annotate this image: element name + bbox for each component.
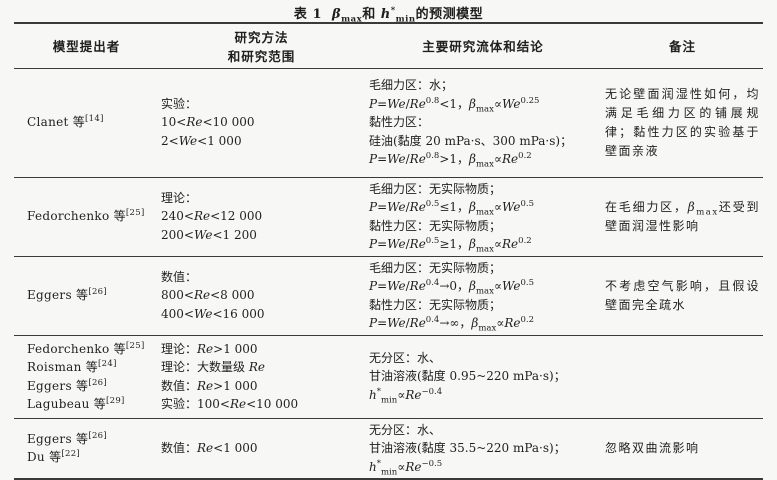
- proposer-cell: Eggers 等[26]: [14, 256, 159, 335]
- fluids-cell: 无分区：水、甘油溶液(黏度 35.5~220 mPa·s)； h*min∝Re−0…: [364, 418, 602, 479]
- column-header-fluids: 主要研究流体和结论: [364, 23, 602, 68]
- text-line: 和研究范围: [227, 48, 296, 64]
- text-line: 数值：Re>1 000: [161, 378, 258, 393]
- text-line: h*min∝Re−0.4: [369, 386, 443, 406]
- text-line: 模型提出者: [52, 39, 121, 55]
- text-line: 理论：大数量级 Re: [161, 360, 265, 374]
- text-line: Fedorchenko 等[25]: [27, 208, 145, 224]
- table-title: 表 1 βmax和 h*min的预测模型: [0, 3, 777, 25]
- text-line: 10<Re<10 000: [161, 115, 255, 130]
- text-line: 黏性力区：: [369, 115, 430, 130]
- text-line: Eggers 等[26]: [27, 377, 107, 393]
- text-line: 甘油溶液(黏度 0.95~220 mPa·s)；: [369, 369, 566, 384]
- text-line: Clanet 等[14]: [27, 114, 104, 130]
- column-header-method: 研究方法 和研究范围: [159, 23, 364, 68]
- text-line: 毛细力区：水；: [369, 78, 454, 93]
- fluids-cell: 毛细力区：水； P=We/Re0.8<1，βmax∝We0.25 黏性力区： 硅油(黏…: [364, 68, 602, 177]
- text-line: Eggers 等[26]: [27, 287, 107, 303]
- text-line: 毛细力区：无实际物质；: [369, 260, 502, 275]
- remarks-cell: 忽略双曲流影响: [605, 440, 700, 455]
- text-line: 800<Re<8 000: [161, 288, 255, 303]
- column-header-proposer: 模型提出者: [14, 23, 159, 68]
- text-line: Du 等[22]: [27, 449, 81, 465]
- text-line: 毛细力区：无实际物质；: [369, 181, 502, 196]
- table-row: Eggers 等[26] 数值： 800<Re<8 000 400<We<16 00…: [14, 256, 763, 335]
- text-line: 硅油(黏度 20 mPa·s、300 mPa·s)；: [369, 133, 573, 148]
- table-title-text: βmax和 h*min的预测模型: [332, 5, 484, 25]
- text-line: Eggers 等[26]: [27, 430, 107, 446]
- text-line: h*min∝Re−0.5: [369, 458, 443, 477]
- prediction-model-table: 模型提出者 研究方法和研究范围 主要研究流体和结论 备注 Clanet 等[14…: [14, 22, 763, 480]
- remarks-cell: 不考虑空气影响，且假设壁面完全疏水: [605, 278, 760, 312]
- text-line: 黏性力区：无实际物质；: [369, 297, 502, 312]
- text-line: Roisman 等[24]: [27, 359, 117, 374]
- method-cell: 理论：Re>1 000 理论：大数量级 Re 数值：Re>1 000 实验：100<R…: [159, 335, 364, 418]
- text-line: 备注: [668, 39, 696, 55]
- text-line: P=We/Re0.8>1，βmax∝Re0.2: [369, 151, 532, 170]
- text-line: 理论：Re>1 000: [161, 341, 258, 356]
- text-line: 无分区：水、: [369, 422, 442, 437]
- text-line: P=We/Re0.8<1，βmax∝We0.25: [369, 95, 540, 115]
- text-line: 实验：100<Re<10 000: [161, 397, 299, 411]
- proposer-cell: Eggers 等[26] Du 等[22]: [14, 418, 159, 479]
- text-line: 研究方法: [234, 29, 289, 45]
- text-line: 无分区：水、: [369, 350, 442, 365]
- method-cell: 实验： 10<Re<10 000 2<We<1 000: [159, 68, 364, 177]
- proposer-cell: Fedorchenko 等[25]: [14, 177, 159, 256]
- table-row: Fedorchenko 等[25] Roisman 等[24] Eggers 等[2…: [14, 335, 763, 418]
- text-line: 400<We<16 000: [161, 306, 265, 321]
- remarks-cell: 在毛细力区，βmax还受到壁面润湿性影响: [605, 199, 760, 233]
- table-row: Eggers 等[26] Du 等[22] 数值：Re<1 000 无分区：水、甘…: [14, 418, 763, 479]
- fluids-cell: 毛细力区：无实际物质； P=We/Re0.5≤1，βmax∝We0.5 黏性力区：无…: [364, 177, 602, 256]
- fluids-cell: 毛细力区：无实际物质； P=We/Re0.4→0，βmax∝We0.5 黏性力区：无…: [364, 256, 602, 335]
- method-cell: 数值： 800<Re<8 000 400<We<16 000: [159, 256, 364, 335]
- text-line: 黏性力区：无实际物质；: [369, 218, 502, 233]
- text-line: 240<Re<12 000: [161, 209, 263, 224]
- text-line: P=We/Re0.4→∞，βmax∝Re0.2: [369, 315, 535, 334]
- text-line: Fedorchenko 等[25]: [27, 340, 145, 356]
- text-line: 数值：Re<1 000: [161, 441, 258, 455]
- remarks-cell: [602, 335, 763, 418]
- table-row: Clanet 等[14] 实验： 10<Re<10 000 2<We<1 000 毛…: [14, 68, 763, 177]
- text-line: 主要研究流体和结论: [422, 39, 544, 55]
- text-line: P=We/Re0.5≥1，βmax∝Re0.2: [369, 236, 532, 255]
- method-cell: 理论： 240<Re<12 000 200<We<1 200: [159, 177, 364, 256]
- method-cell: 数值：Re<1 000: [159, 418, 364, 479]
- table-number: 表 1: [293, 7, 322, 22]
- text-line: Lagubeau 等[29]: [27, 396, 125, 411]
- proposer-cell: Fedorchenko 等[25] Roisman 等[24] Eggers 等[2…: [14, 335, 159, 418]
- header-row: 模型提出者 研究方法和研究范围 主要研究流体和结论 备注: [14, 23, 763, 68]
- text-line: 数值：: [161, 269, 198, 284]
- fluids-cell: 无分区：水、甘油溶液(黏度 0.95~220 mPa·s)； h*min∝Re−0…: [364, 335, 602, 418]
- text-line: 甘油溶液(黏度 35.5~220 mPa·s)；: [369, 441, 566, 455]
- text-line: P=We/Re0.4→0，βmax∝We0.5: [369, 278, 535, 297]
- column-header-remarks: 备注: [602, 23, 763, 68]
- table-row: Fedorchenko 等[25] 理论： 240<Re<12 000 200<We…: [14, 177, 763, 256]
- text-line: 2<We<1 000: [161, 133, 242, 148]
- text-line: 200<We<1 200: [161, 227, 257, 242]
- text-line: 理论：: [161, 190, 198, 205]
- text-line: P=We/Re0.5≤1，βmax∝We0.5: [369, 199, 535, 218]
- proposer-cell: Clanet 等[14]: [14, 68, 159, 177]
- text-line: 实验：: [161, 96, 198, 111]
- remarks-cell: 无论壁面润湿性如何，均满足毛细力区的铺展规律；黏性力区的实验基于壁面亲液: [605, 86, 760, 158]
